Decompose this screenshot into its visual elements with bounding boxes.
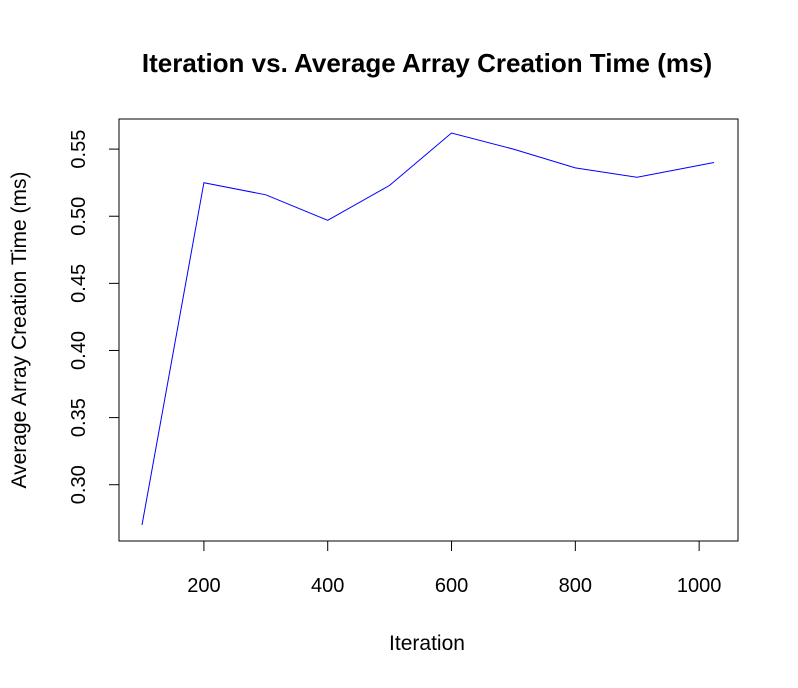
y-tick-label: 0.50 (68, 197, 90, 236)
y-tick-label: 0.55 (68, 130, 90, 169)
y-tick-label: 0.30 (68, 465, 90, 504)
y-axis: 0.30 0.35 0.40 0.45 0.50 0.55 (68, 130, 120, 504)
x-tick-label: 400 (311, 575, 344, 597)
chart-title: Iteration vs. Average Array Creation Tim… (142, 48, 712, 78)
x-tick-label: 800 (559, 575, 592, 597)
y-tick-label: 0.45 (68, 264, 90, 303)
x-tick-label: 200 (187, 575, 220, 597)
y-tick-label: 0.40 (68, 331, 90, 370)
x-axis: 200 400 600 800 1000 (187, 540, 722, 597)
x-tick-label: 600 (435, 575, 468, 597)
x-axis-label: Iteration (389, 632, 465, 655)
series-line (141, 132, 715, 526)
plot-frame (118, 118, 739, 542)
y-axis-label: Average Array Creation Time (ms) (8, 171, 31, 488)
x-tick-label: 1000 (677, 575, 722, 597)
series-group (141, 132, 715, 526)
y-tick-label: 0.35 (68, 398, 90, 437)
